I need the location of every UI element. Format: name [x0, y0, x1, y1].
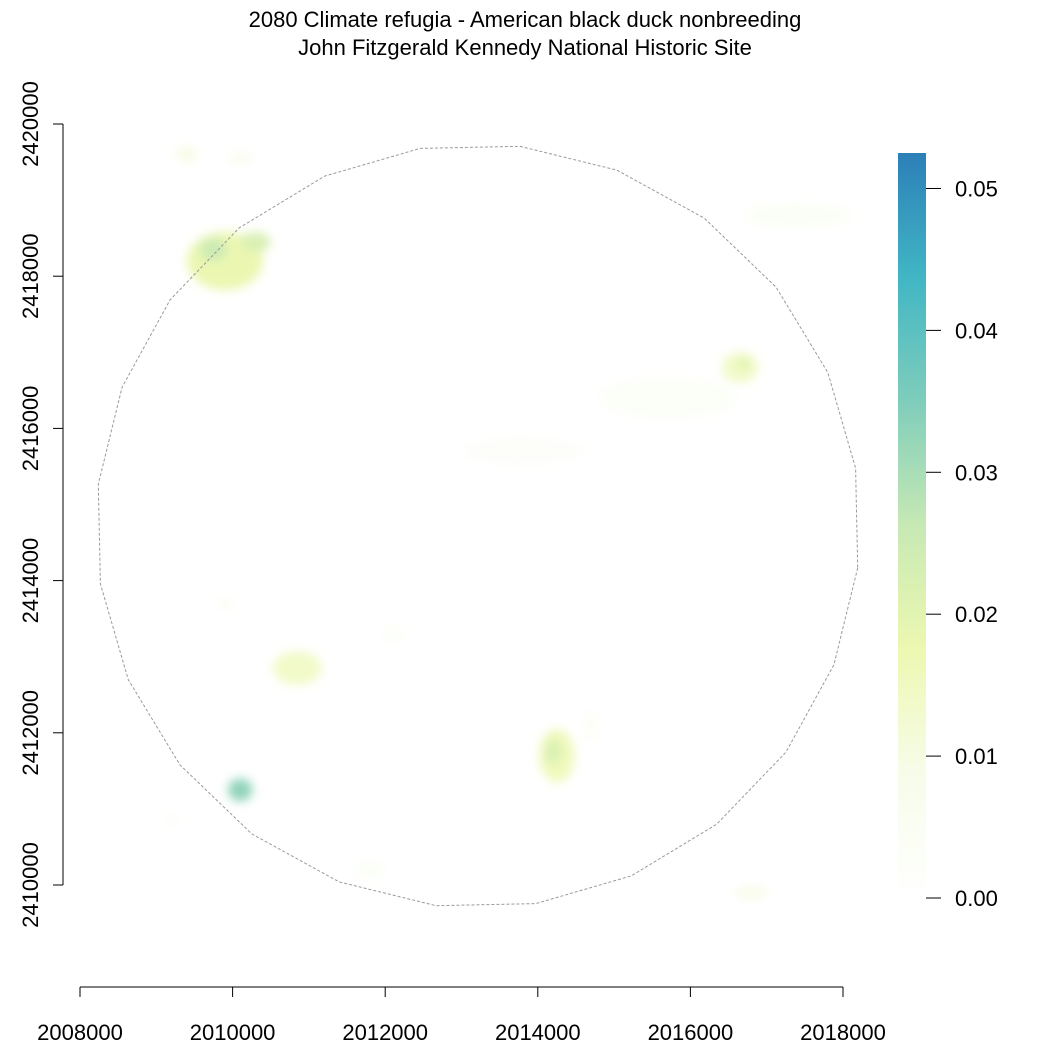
title-line-1: 2080 Climate refugia - American black du…: [248, 7, 802, 32]
y-tick-label-5: 2420000: [18, 81, 43, 167]
y-tick-label-0: 2410000: [18, 842, 43, 928]
refugia-patch-15: [585, 709, 598, 741]
map-title: 2080 Climate refugia - American black du…: [0, 6, 1050, 62]
y-tick-label-1: 2412000: [18, 690, 43, 776]
x-tick-label-0: 2008000: [37, 1020, 123, 1045]
y-tick-label-4: 2418000: [18, 233, 43, 319]
refugia-patch-1: [199, 238, 228, 261]
refugia-patch-3: [273, 651, 322, 685]
refugia-patch-5: [544, 739, 562, 765]
x-tick-label-5: 2018000: [800, 1020, 886, 1045]
refugia-patch-2: [240, 232, 271, 252]
refugia-patch-9: [176, 147, 197, 162]
x-axis: 2008000 2010000 2012000 2014000 2016000 20180…: [37, 986, 886, 1045]
legend-tick-label-0: 0.00: [955, 886, 998, 911]
x-tick-label-4: 2016000: [648, 1020, 734, 1045]
refugia-patch-11: [743, 203, 851, 228]
y-tick-label-2: 2414000: [18, 538, 43, 624]
x-tick-label-2: 2012000: [342, 1020, 428, 1045]
refugia-patch-8: [228, 778, 253, 802]
legend-tick-label-3: 0.03: [955, 460, 998, 485]
refugia-raster: [165, 147, 851, 898]
x-tick-label-1: 2010000: [190, 1020, 276, 1045]
color-legend: 0.00 0.01 0.02 0.03 0.04 0.05: [898, 153, 998, 911]
legend-ticks: 0.00 0.01 0.02 0.03 0.04 0.05: [926, 176, 998, 911]
refugia-patch-19: [165, 815, 178, 825]
y-tick-label-3: 2416000: [18, 386, 43, 472]
refugia-patch-14: [734, 888, 769, 898]
legend-color-bar: [898, 153, 926, 898]
study-area-boundary: [97, 145, 859, 907]
refugia-patch-18: [354, 862, 386, 878]
refugia-patch-17: [217, 599, 233, 608]
title-line-2: John Fitzgerald Kennedy National Histori…: [298, 35, 752, 60]
x-tick-label-3: 2014000: [495, 1020, 581, 1045]
legend-tick-label-1: 0.01: [955, 744, 998, 769]
refugia-patch-12: [598, 378, 737, 418]
legend-tick-label-2: 0.02: [955, 602, 998, 627]
legend-tick-label-5: 0.05: [955, 176, 998, 201]
refugia-patch-16: [381, 629, 405, 639]
refugia-patch-13: [461, 437, 584, 465]
y-axis: 2410000 2412000 2414000 2416000 2418000 24200…: [18, 81, 64, 928]
legend-tick-label-4: 0.04: [955, 318, 998, 343]
refugia-patch-7: [736, 357, 752, 370]
refugia-patch-10: [226, 152, 254, 165]
